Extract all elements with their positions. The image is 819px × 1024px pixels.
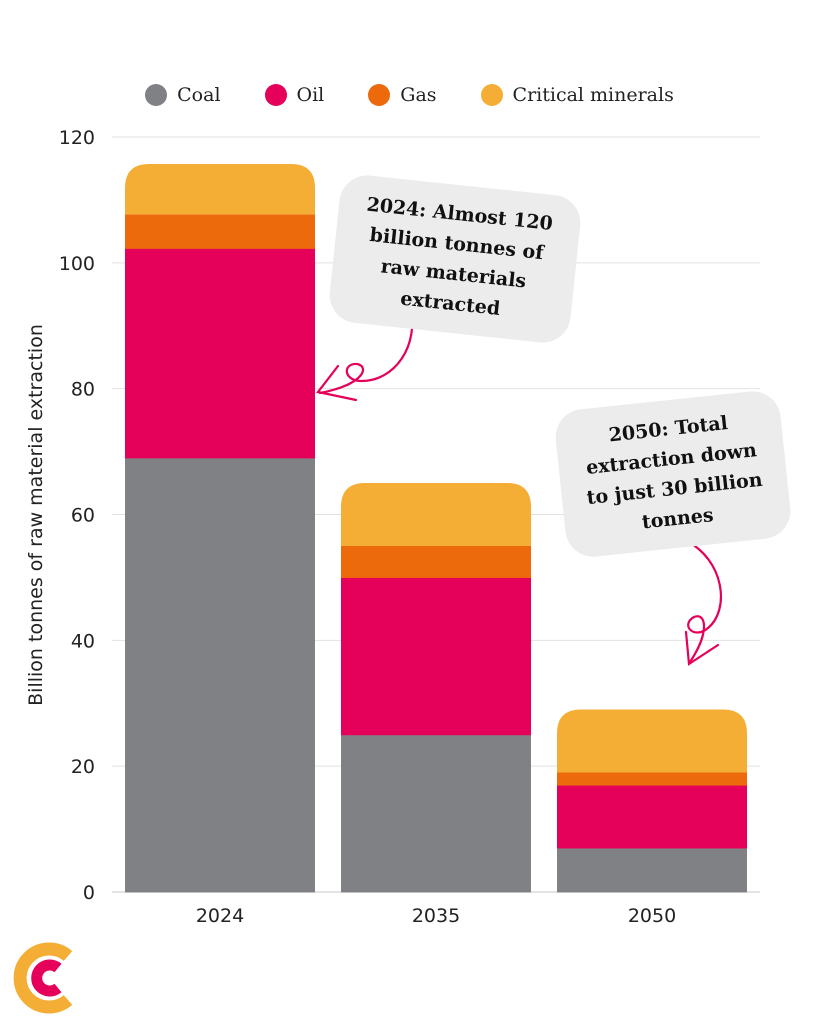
legend-swatch: [145, 84, 168, 106]
y-tick-label: 80: [71, 379, 95, 401]
bar-segment: [557, 847, 747, 893]
y-tick-label: 40: [71, 630, 95, 652]
legend-swatch: [264, 84, 287, 106]
bar-segment: [341, 545, 531, 578]
x-tick-label: 2024: [196, 905, 244, 927]
y-tick-label: 100: [59, 253, 95, 275]
y-axis-ticks: 0 20 40 60 80 100 120: [59, 127, 95, 904]
legend-item-coal: Coal: [145, 84, 221, 106]
legend-label: Critical minerals: [512, 84, 674, 106]
arrow-2024-head-icon: [316, 364, 358, 402]
legend-label: Oil: [296, 84, 325, 106]
bar-segment: [557, 709, 747, 773]
legend-item-oil: Oil: [264, 84, 325, 106]
bar-segment: [557, 785, 747, 849]
arrow-2050-icon: [683, 538, 722, 664]
x-axis-ticks: 2024 2035 2050: [196, 905, 676, 927]
callout-2050: 2050: Total extraction down to just 30 b…: [552, 388, 794, 560]
bar-segment: [341, 734, 531, 893]
arrow-2024-icon: [318, 303, 414, 395]
bars: [125, 164, 747, 893]
bar-segment: [125, 248, 315, 459]
legend: Coal Oil Gas Critical minerals: [0, 84, 819, 106]
legend-swatch: [480, 84, 503, 106]
bar-segment: [557, 772, 747, 786]
legend-label: Gas: [400, 84, 437, 106]
legend-swatch: [368, 84, 391, 106]
x-tick-label: 2050: [628, 905, 676, 927]
annotation-arrows: [316, 303, 722, 666]
y-tick-label: 0: [83, 882, 95, 904]
bar-segment: [341, 483, 531, 546]
bar-segment: [125, 214, 315, 249]
legend-item-gas: Gas: [368, 84, 437, 106]
bar-segment: [125, 164, 315, 215]
y-tick-label: 120: [59, 127, 95, 149]
x-tick-label: 2035: [412, 905, 460, 927]
y-tick-label: 20: [71, 756, 95, 778]
carbon-brief-logo-icon: [13, 942, 73, 1014]
bar-segment: [341, 577, 531, 736]
legend-label: Coal: [177, 84, 221, 106]
y-axis-label: Billion tonnes of raw material extractio…: [25, 324, 47, 706]
arrow-2050-head-icon: [684, 630, 720, 666]
y-tick-label: 60: [71, 505, 95, 527]
legend-item-critical-minerals: Critical minerals: [480, 84, 674, 106]
bar-segment: [125, 457, 315, 893]
callout-2024: 2024: Almost 120 billion tonnes of raw m…: [326, 172, 584, 346]
